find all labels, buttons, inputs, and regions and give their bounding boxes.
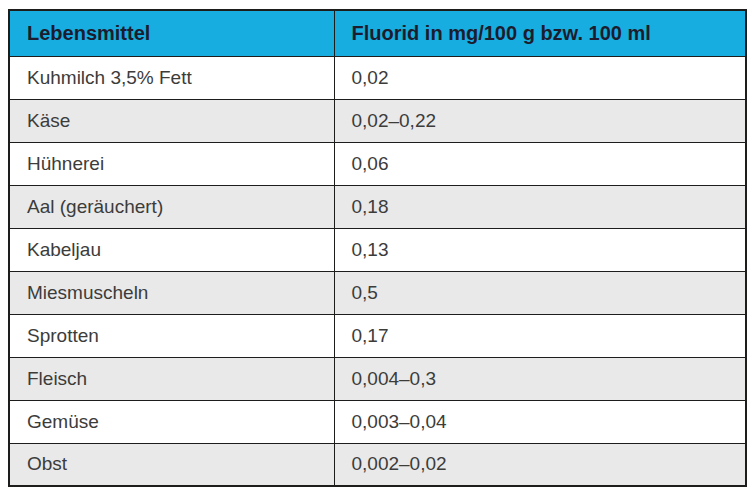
table-row: Hühnerei 0,06 bbox=[9, 142, 746, 185]
fluoride-value-cell: 0,5 bbox=[334, 271, 746, 314]
food-name-cell: Sprotten bbox=[9, 314, 334, 357]
table-row: Gemüse 0,003–0,04 bbox=[9, 400, 746, 443]
food-name-cell: Fleisch bbox=[9, 357, 334, 400]
fluoride-value-cell: 0,002–0,02 bbox=[334, 443, 746, 486]
page: Lebensmittel Fluorid in mg/100 g bzw. 10… bbox=[0, 0, 753, 496]
food-name-cell: Kuhmilch 3,5% Fett bbox=[9, 56, 334, 99]
table-row: Sprotten 0,17 bbox=[9, 314, 746, 357]
table-row: Aal (geräuchert) 0,18 bbox=[9, 185, 746, 228]
food-name-cell: Gemüse bbox=[9, 400, 334, 443]
food-name-cell: Käse bbox=[9, 99, 334, 142]
fluoride-value-cell: 0,003–0,04 bbox=[334, 400, 746, 443]
table-row: Kuhmilch 3,5% Fett 0,02 bbox=[9, 56, 746, 99]
food-name-cell: Kabeljau bbox=[9, 228, 334, 271]
food-name-cell: Hühnerei bbox=[9, 142, 334, 185]
table-row: Miesmuscheln 0,5 bbox=[9, 271, 746, 314]
fluoride-value-cell: 0,18 bbox=[334, 185, 746, 228]
header-food-column: Lebensmittel bbox=[9, 10, 334, 56]
fluoride-value-cell: 0,004–0,3 bbox=[334, 357, 746, 400]
table-row: Kabeljau 0,13 bbox=[9, 228, 746, 271]
table-row: Käse 0,02–0,22 bbox=[9, 99, 746, 142]
fluoride-value-cell: 0,13 bbox=[334, 228, 746, 271]
fluoride-value-cell: 0,06 bbox=[334, 142, 746, 185]
table-row: Obst 0,002–0,02 bbox=[9, 443, 746, 486]
table-row: Fleisch 0,004–0,3 bbox=[9, 357, 746, 400]
header-value-column: Fluorid in mg/100 g bzw. 100 ml bbox=[334, 10, 746, 56]
fluoride-value-cell: 0,02 bbox=[334, 56, 746, 99]
food-name-cell: Aal (geräuchert) bbox=[9, 185, 334, 228]
fluoride-value-cell: 0,17 bbox=[334, 314, 746, 357]
fluoride-value-cell: 0,02–0,22 bbox=[334, 99, 746, 142]
food-name-cell: Obst bbox=[9, 443, 334, 486]
food-name-cell: Miesmuscheln bbox=[9, 271, 334, 314]
table-header-row: Lebensmittel Fluorid in mg/100 g bzw. 10… bbox=[9, 10, 746, 56]
fluoride-content-table: Lebensmittel Fluorid in mg/100 g bzw. 10… bbox=[8, 9, 747, 487]
